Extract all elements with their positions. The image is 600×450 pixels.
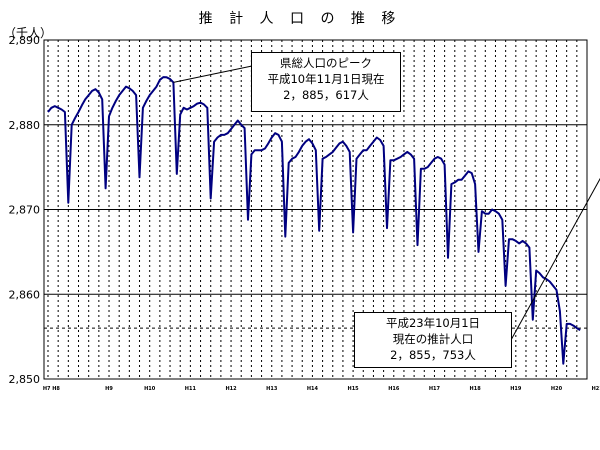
x-tick-label: H17 bbox=[429, 386, 441, 392]
peak-annotation-line2: 平成10年11月1日現在 bbox=[267, 72, 385, 86]
latest-annotation-box: 平成23年10月1日 現在の推計人口 2，855，753人 bbox=[354, 312, 512, 368]
peak-leader-line bbox=[173, 65, 253, 83]
latest-annotation-line2: 現在の推計人口 bbox=[392, 332, 474, 346]
y-axis-tick-labels: 2,850 2,860 2,870 2,880 2,890 bbox=[9, 34, 41, 386]
peak-annotation-box: 県総人口のピーク 平成10年11月1日現在 2，885，617人 bbox=[251, 52, 401, 112]
y-tick-label: 2,860 bbox=[9, 288, 41, 301]
x-tick-label: H20 bbox=[551, 386, 563, 392]
x-tick-label: H21 bbox=[592, 386, 600, 392]
horizontal-gridlines bbox=[44, 124, 587, 329]
y-axis-unit-label: （千人） bbox=[4, 26, 53, 40]
x-tick-label: H16 bbox=[388, 386, 400, 392]
peak-annotation-line1: 県総人口のピーク bbox=[280, 56, 372, 70]
latest-annotation-line3: 2，855，753人 bbox=[390, 348, 476, 362]
x-tick-label: H10 bbox=[144, 386, 156, 392]
latest-leader-line bbox=[510, 177, 600, 341]
x-tick-label: H19 bbox=[510, 386, 522, 392]
peak-annotation-line3: 2，885，617人 bbox=[283, 88, 369, 102]
x-axis-tick-labels: H7 H8 H9 H10 H11 H12 H13 H14 H15 H16 H17 H18 H19 H20… bbox=[43, 386, 600, 392]
series-line bbox=[47, 76, 581, 365]
x-tick-label: H15 bbox=[348, 386, 360, 392]
x-tick-label: H18 bbox=[470, 386, 482, 392]
x-tick-label: H14 bbox=[307, 386, 319, 392]
chart-title: 推 計 人 口 の 推 移 bbox=[198, 11, 402, 27]
x-tick-label: H7 H8 bbox=[43, 386, 61, 392]
x-tick-label: H9 bbox=[105, 386, 113, 392]
y-tick-label: 2,890 bbox=[9, 34, 41, 47]
x-tick-label: H13 bbox=[266, 386, 278, 392]
x-tick-label: H11 bbox=[185, 386, 197, 392]
y-tick-label: 2,880 bbox=[9, 119, 41, 132]
x-tick-label: H12 bbox=[225, 386, 237, 392]
plot-area-frame bbox=[43, 39, 588, 380]
y-tick-label: 2,870 bbox=[9, 204, 41, 217]
y-tick-label: 2,850 bbox=[9, 373, 41, 386]
latest-annotation-line1: 平成23年10月1日 bbox=[385, 316, 481, 330]
